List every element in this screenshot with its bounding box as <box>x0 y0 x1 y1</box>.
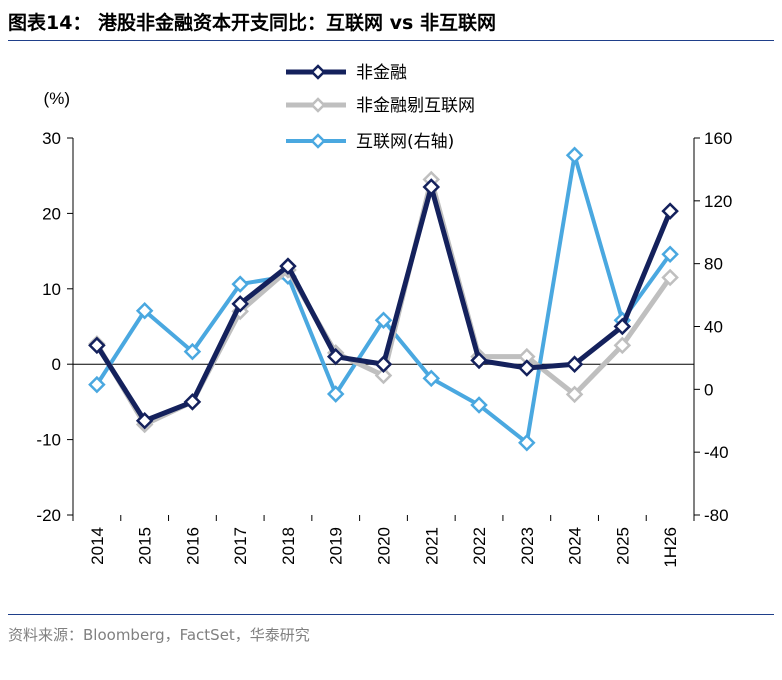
series-1-point <box>613 336 632 355</box>
x-tick-label: 1H26 <box>661 527 680 568</box>
series-0-point <box>88 336 106 355</box>
series-2-point <box>88 375 106 394</box>
series-0-point <box>183 393 202 411</box>
x-tick-label: 2022 <box>470 527 489 565</box>
legend-label: 非金融 <box>356 63 407 83</box>
legend-swatch-marker <box>310 64 326 80</box>
series-2-point <box>231 275 249 293</box>
x-tick-label: 2020 <box>375 527 394 565</box>
series-2-point <box>518 433 536 452</box>
x-tick-label: 2023 <box>518 527 537 565</box>
series-line-1 <box>94 176 673 428</box>
left-axis-unit: (%) <box>44 89 70 108</box>
x-tick-label: 2018 <box>279 527 298 565</box>
series-0-point <box>565 355 584 373</box>
series-2-point <box>135 302 154 320</box>
series-0-point <box>518 359 536 377</box>
series-2-point <box>326 385 345 403</box>
left-tick-label: 20 <box>42 204 61 223</box>
legend-label: 非金融剔互联网 <box>356 96 475 116</box>
x-tick-label: 2015 <box>136 527 155 565</box>
x-tick-label: 2014 <box>88 527 107 565</box>
series-1-point <box>374 366 393 385</box>
series-0-point <box>422 178 441 196</box>
series-0-point <box>374 355 393 373</box>
legend-swatch-marker <box>310 133 326 149</box>
series-0-point <box>135 411 154 430</box>
series-2-point <box>374 311 393 329</box>
series-layer <box>88 146 679 452</box>
series-1-point <box>565 385 584 404</box>
series-0-point <box>231 295 249 313</box>
x-tick-label: 2025 <box>613 527 632 565</box>
right-tick-label: 120 <box>704 192 732 211</box>
legend-swatch-marker <box>310 97 326 113</box>
right-tick-label: 0 <box>704 380 713 399</box>
x-tick-label: 2016 <box>183 527 202 565</box>
x-tick-label: 2019 <box>327 527 346 565</box>
figure-title: 图表14： 港股非金融资本开支同比：互联网 vs 非互联网 <box>8 12 496 34</box>
title-rule <box>8 40 774 41</box>
left-tick-label: -10 <box>36 431 61 450</box>
right-tick-label: -80 <box>704 506 729 525</box>
source-note: 资料来源：Bloomberg，FactSet，华泰研究 <box>8 626 310 644</box>
series-0-point <box>470 351 488 370</box>
x-tick-label: 2017 <box>231 527 250 565</box>
series-2-point <box>183 342 202 361</box>
left-tick-label: 30 <box>42 129 61 148</box>
line-chart: 30 20 10 0 -10 -20 160 120 80 40 0 -40 -80 (%) 2014 201… <box>36 63 732 568</box>
left-tick-label: -20 <box>36 506 61 525</box>
source-rule <box>8 614 774 615</box>
right-tick-label: 40 <box>704 318 723 337</box>
right-tick-label: -40 <box>704 443 729 462</box>
right-tick-label: 160 <box>704 129 732 148</box>
series-0-point <box>613 317 632 336</box>
series-0-point <box>279 257 297 275</box>
left-tick-label: 0 <box>52 355 61 374</box>
series-2-point <box>661 245 679 264</box>
series-line-2 <box>95 153 672 445</box>
series-2-point <box>422 369 441 388</box>
series-2-point <box>470 396 488 414</box>
x-tick-label: 2021 <box>422 527 441 565</box>
left-tick-label: 10 <box>42 280 61 299</box>
legend-label: 互联网(右轴) <box>356 132 454 152</box>
x-tick-label: 2024 <box>566 527 585 565</box>
right-tick-label: 80 <box>704 255 723 274</box>
series-1-point <box>661 268 679 287</box>
series-2-point <box>565 146 584 165</box>
series-0-point <box>661 202 679 220</box>
series-0-point <box>326 347 345 366</box>
